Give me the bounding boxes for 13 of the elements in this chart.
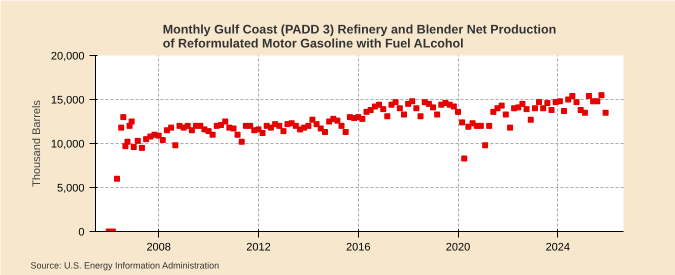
y-tick-label: 15,000 xyxy=(50,94,85,106)
x-tick-label: 2008 xyxy=(146,242,171,254)
x-tick-label: 2024 xyxy=(546,242,570,254)
y-tick-label: 5,000 xyxy=(56,182,85,194)
y-tick-label: 0 xyxy=(78,226,85,238)
y-axis-title: Thousand Barrels xyxy=(30,100,43,187)
x-tick-label: 2012 xyxy=(246,242,271,254)
y-tick-label: 10,000 xyxy=(50,138,85,150)
x-tick-label: 2016 xyxy=(346,242,370,254)
y-tick-label: 20,000 xyxy=(50,50,85,62)
chart-title: Monthly Gulf Coast (PADD 3) Refinery and Blender Net Production of Reformulated Motor Gasoline with Fuel ALcohol xyxy=(162,22,556,50)
source-note: Source: U.S. Energy Information Administration xyxy=(30,260,220,270)
x-tick-label: 2020 xyxy=(446,242,470,254)
